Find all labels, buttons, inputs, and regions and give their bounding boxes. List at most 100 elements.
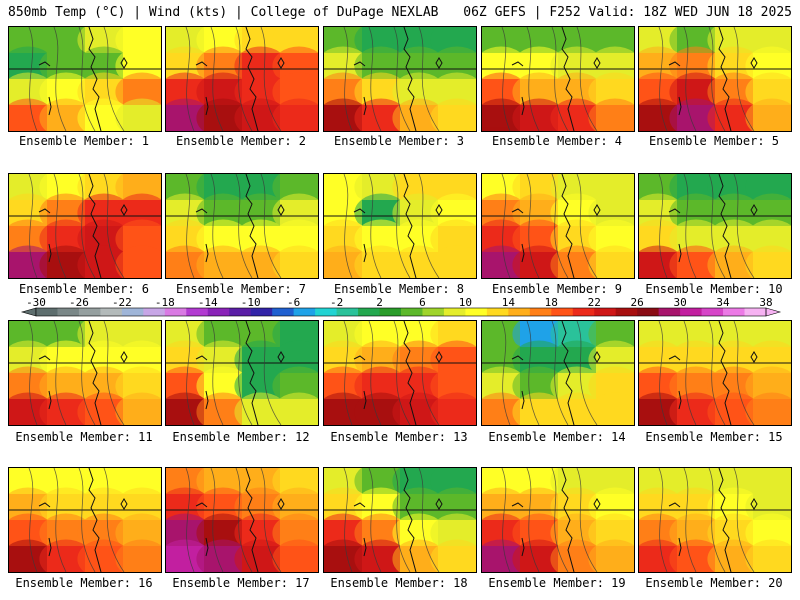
lake-outline (38, 208, 52, 263)
island-outline (120, 57, 128, 69)
ensemble-map-15 (638, 320, 792, 426)
contour-line (28, 27, 38, 131)
coastline (403, 27, 417, 131)
contour-line (260, 468, 282, 572)
coastline (403, 321, 417, 425)
ensemble-member-label: Ensemble Member: 20 (645, 576, 783, 590)
contour-lines (343, 27, 440, 131)
coastline (88, 468, 102, 572)
contour-lines (185, 27, 282, 131)
colorbar-tick-label: 34 (716, 296, 730, 309)
contour-line (393, 174, 411, 278)
contour-line (683, 468, 697, 572)
ensemble-member-label: Ensemble Member: 4 (491, 134, 623, 148)
colorbar-swatch (272, 308, 295, 316)
contour-line (393, 27, 411, 131)
contour-line (185, 27, 195, 131)
contour-lines (501, 468, 598, 572)
temperature-field (166, 321, 318, 425)
temperature-field (9, 468, 161, 572)
contour-lines (343, 174, 440, 278)
contour-lines (658, 468, 755, 572)
temperature-field (639, 321, 791, 425)
contour-lines (501, 174, 598, 278)
ensemble-member-label: Ensemble Member: 17 (172, 576, 310, 590)
contour-line (658, 174, 668, 278)
contour-line (526, 321, 540, 425)
colorbar-arrow-left (20, 307, 37, 317)
contour-line (78, 174, 96, 278)
temp-blob (115, 539, 161, 572)
contour-lines (28, 27, 125, 131)
ensemble-map-14 (481, 320, 635, 426)
contour-line (28, 174, 38, 278)
ensemble-map-7 (165, 173, 319, 279)
coastline (718, 468, 732, 572)
colorbar-tick-label: -30 (26, 296, 46, 309)
colorbar-tick-label: 22 (588, 296, 601, 309)
contour-line (733, 321, 755, 425)
island-outline (593, 57, 601, 69)
contour-line (103, 468, 125, 572)
colorbar-swatch (143, 308, 166, 316)
contour-line (78, 27, 96, 131)
ensemble-map-4 (481, 26, 635, 132)
contour-line (368, 27, 382, 131)
ensemble-map-20 (638, 467, 792, 573)
contour-line (28, 321, 38, 425)
temperature-field (482, 321, 634, 425)
ensemble-map-5 (638, 26, 792, 132)
temp-blob (115, 245, 161, 278)
contour-lines (185, 174, 282, 278)
temperature-field (482, 174, 634, 278)
contour-line (501, 468, 511, 572)
colorbar-swatch (723, 308, 745, 316)
temperature-colorbar: -30 -26 -22 -18 -14 -10 -6 -2 2 6 10 14 18 22 26 30 34 38… (20, 296, 782, 317)
island-outline (120, 351, 128, 363)
ensemble-map-6 (8, 173, 162, 279)
contour-lines (501, 321, 598, 425)
colorbar-tick-label: 18 (545, 296, 558, 309)
contour-line (28, 468, 38, 572)
island-outline (435, 204, 443, 216)
ensemble-map-2 (165, 26, 319, 132)
coastline (88, 174, 102, 278)
contour-line (343, 174, 353, 278)
contour-line (708, 321, 726, 425)
contour-line (53, 27, 67, 131)
contour-line (235, 174, 253, 278)
coastline (718, 174, 732, 278)
temperature-field (639, 27, 791, 131)
island-outline (593, 204, 601, 216)
contour-line (343, 321, 353, 425)
colorbar-tick-label: 10 (459, 296, 472, 309)
coastline (403, 174, 417, 278)
contour-line (708, 27, 726, 131)
colorbar-swatch (572, 308, 595, 316)
header-title: 850mb Temp (°C) | Wind (kts) | College o… (8, 5, 439, 20)
colorbar-swatch (207, 308, 230, 316)
contour-lines (28, 321, 125, 425)
contour-line (210, 468, 224, 572)
coastline (561, 321, 575, 425)
colorbar-swatch (78, 308, 101, 316)
coastline (245, 321, 259, 425)
contour-line (103, 321, 125, 425)
colorbar-tick-label: 2 (376, 296, 383, 309)
contour-line (733, 468, 755, 572)
contour-line (53, 468, 67, 572)
island-outline (277, 204, 285, 216)
ensemble-map-1 (8, 26, 162, 132)
contour-line (103, 174, 125, 278)
ensemble-member-label: Ensemble Member: 10 (645, 282, 783, 296)
ensemble-member-label: Ensemble Member: 11 (15, 430, 153, 444)
temp-blob (745, 539, 791, 572)
contour-line (501, 174, 511, 278)
contour-lines (343, 468, 440, 572)
temperature-field (482, 27, 634, 131)
lake-outline (511, 355, 525, 410)
contour-line (658, 321, 668, 425)
temp-blob (115, 98, 161, 131)
contour-line (78, 321, 96, 425)
contour-line (235, 468, 253, 572)
